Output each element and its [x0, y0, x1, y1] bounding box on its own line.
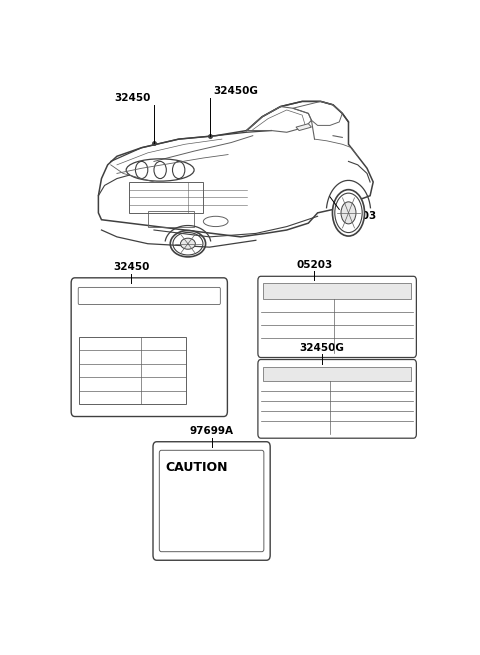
Text: 97699A: 97699A	[190, 426, 234, 436]
FancyBboxPatch shape	[71, 278, 228, 417]
Text: 05203: 05203	[340, 211, 377, 221]
FancyBboxPatch shape	[159, 450, 264, 552]
Bar	[148, 211, 194, 227]
Bar	[79, 337, 186, 404]
Text: 32450: 32450	[113, 262, 150, 272]
Text: 32450G: 32450G	[213, 86, 258, 96]
Text: 32450G: 32450G	[300, 343, 344, 353]
Ellipse shape	[180, 238, 195, 250]
Text: 32450: 32450	[114, 93, 150, 103]
Text: 05203: 05203	[296, 260, 332, 270]
Polygon shape	[98, 102, 373, 237]
Text: CAUTION: CAUTION	[165, 461, 228, 474]
Ellipse shape	[341, 202, 356, 224]
Bar	[129, 182, 204, 213]
Bar	[263, 367, 411, 381]
FancyBboxPatch shape	[258, 276, 416, 358]
FancyBboxPatch shape	[258, 360, 416, 438]
Ellipse shape	[333, 190, 364, 236]
FancyBboxPatch shape	[153, 441, 270, 560]
Ellipse shape	[170, 231, 205, 257]
Bar	[263, 284, 411, 299]
FancyBboxPatch shape	[78, 288, 220, 305]
Polygon shape	[296, 124, 312, 130]
